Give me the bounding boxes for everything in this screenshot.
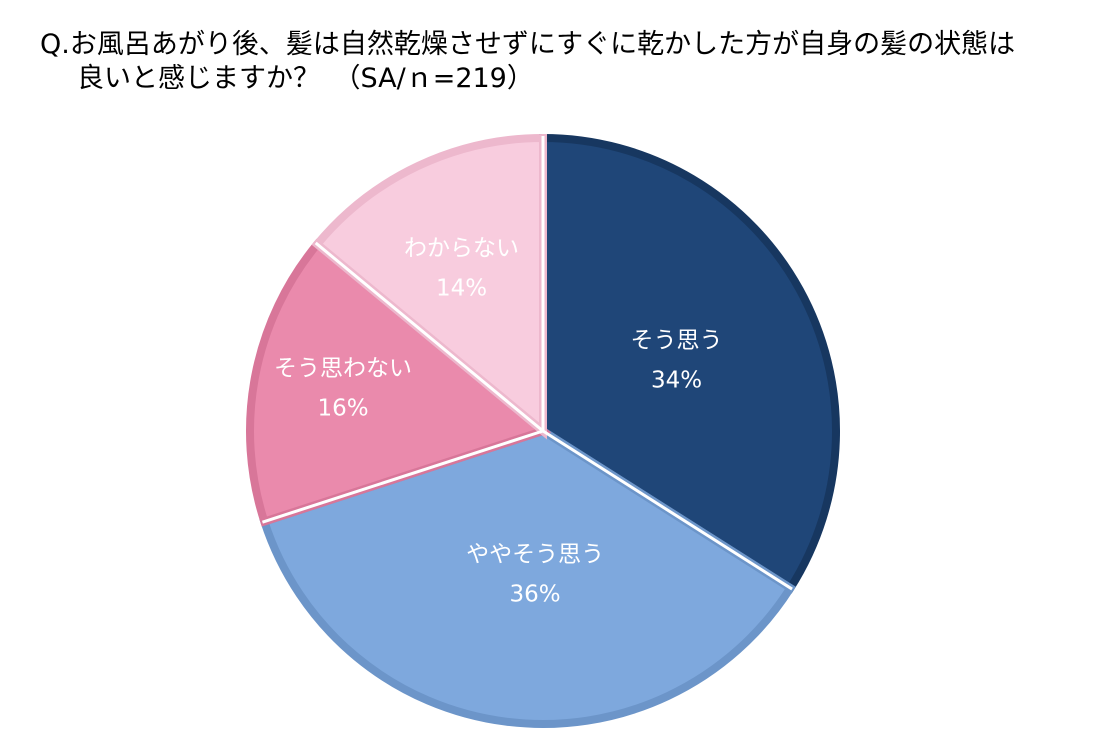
slice-label: そう思う (631, 328, 723, 354)
slice-value-label: 16% (317, 396, 368, 422)
slice-value-label: 34% (651, 368, 702, 394)
slice-value-label: 36% (510, 581, 561, 607)
slice-value-label: 14% (436, 275, 487, 301)
pie-slice (246, 238, 552, 527)
pie-slices (246, 133, 840, 728)
slice-separator (261, 429, 544, 524)
slice-separator (314, 241, 544, 433)
chart-title-line2: 良いと感じますか？ （SA/ｎ=219） (77, 63, 534, 94)
slice-separator (542, 429, 793, 591)
pie-slice (311, 133, 547, 440)
pie-slice (259, 426, 796, 728)
pie-labels: そう思う 34% ややそう思う 36% そう思わない 16% わからない 14% (274, 235, 723, 607)
chart-title: Q.お風呂あがり後、髪は自然乾燥させずにすぐに乾かした方が自身の髪の状態は 良い… (40, 28, 1080, 96)
slice-label: ややそう思う (466, 541, 604, 567)
slice-label: わからない (404, 235, 519, 261)
slice-label: そう思わない (274, 356, 412, 382)
chart-title-line1: Q.お風呂あがり後、髪は自然乾燥させずにすぐに乾かした方が自身の髪の状態は (40, 29, 1016, 60)
